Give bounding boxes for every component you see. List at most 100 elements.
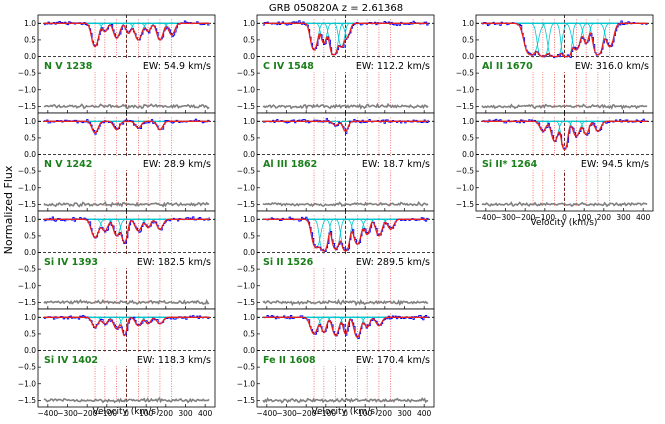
y-tick-label: 0.5 [462,134,474,143]
ion-label: N V 1242 [44,159,92,170]
y-tick-label: 0.5 [243,36,255,45]
y-tick-label: −1.0 [237,281,255,290]
error-spectrum [262,298,429,307]
y-tick-label: 1.0 [243,19,255,28]
ion-label: Si II* 1264 [482,159,538,170]
x-tick-label: −400 [257,409,278,418]
y-tick-label: −1.0 [237,183,255,192]
y-tick-label: 1.0 [243,215,255,224]
panel-al-ii-1670: 1.0 0.5 0.0 −0.5 −1.0 −1.5 Al II 1670 EW: 316.0… [456,14,654,114]
y-tick-label: 0.5 [243,330,255,339]
error-spectrum [43,298,210,305]
error-spectrum [481,103,648,111]
fit-model [481,22,648,58]
ew-label: EW: 170.4 km/s [356,355,430,366]
x-tick-label: 0 [562,213,567,222]
panel-si-ii-1264: 1.0 0.5 0.0 −0.5 −1.0 −1.5−400 −300 −200 −100 0 10… [456,112,654,222]
x-tick-label: −400 [38,409,59,418]
y-tick-label: −1.0 [237,85,255,94]
y-tick-label: −1.5 [18,298,36,307]
panel-si-ii-1526: 1.0 0.5 0.0 −0.5 −1.0 −1.5 Si II 1526 EW: 289.5… [237,210,435,310]
y-tick-label: 0.5 [462,36,474,45]
y-tick-label: 1.0 [24,117,36,126]
error-spectrum [43,103,210,110]
y-tick-label: −0.5 [237,265,255,274]
y-axis-label: Normalized Flux [2,165,15,254]
x-tick-label: −100 [316,409,337,418]
x-tick-label: 100 [577,213,592,222]
ew-label: EW: 112.2 km/s [356,61,430,72]
ew-label: EW: 182.5 km/s [137,257,211,268]
x-tick-label: −200 [296,409,317,418]
y-tick-label: 0.5 [243,134,255,143]
y-tick-label: 0.0 [24,346,36,355]
y-tick-label: 1.0 [462,117,474,126]
fit-model [43,120,210,134]
x-tick-label: −200 [77,409,98,418]
y-tick-label: 0.5 [243,232,255,241]
y-tick-label: −0.5 [456,167,474,176]
x-tick-label: 200 [159,409,174,418]
y-tick-label: −0.5 [18,265,36,274]
y-tick-label: 0.0 [24,52,36,61]
y-tick-label: 0.5 [24,36,36,45]
x-tick-label: 0 [124,409,129,418]
ion-label: Al II 1670 [482,61,533,72]
y-tick-label: −0.5 [18,69,36,78]
y-tick-label: 0.0 [243,150,255,159]
label-background [261,255,430,269]
panel-fe-ii-1608: 1.0 0.5 0.0 −0.5 −1.0 −1.5−400 −300 −200 −100 0 10… [237,308,435,418]
error-spectrum [43,396,210,404]
y-tick-label: 1.0 [24,215,36,224]
ion-label: C IV 1548 [263,61,314,72]
label-background [42,59,211,73]
ion-label: Si IV 1402 [44,355,98,366]
fit-model [43,218,210,244]
fit-model [481,120,648,151]
label-background [42,353,211,367]
panel-n-v-1242: 1.0 0.5 0.0 −0.5 −1.0 −1.5 N V 1242 EW: 28.9 km… [18,112,216,212]
ion-label: Fe II 1608 [263,355,316,366]
fit-model [43,22,210,48]
y-tick-label: −0.5 [456,69,474,78]
x-axis-label-col2: Velocity (km/s) [312,407,379,417]
y-tick-label: −1.5 [456,102,474,111]
ion-label: Al III 1862 [263,159,317,170]
y-tick-label: 0.5 [24,134,36,143]
ew-label: EW: 118.3 km/s [137,355,211,366]
x-tick-label: 200 [597,213,612,222]
y-tick-label: −1.5 [18,396,36,405]
y-tick-label: −1.5 [18,102,36,111]
panel-si-iv-1402: 1.0 0.5 0.0 −0.5 −1.0 −1.5−400 −300 −200 −100 0 10… [18,308,216,418]
fit-model [43,316,210,337]
y-tick-label: 0.0 [462,150,474,159]
x-tick-label: 400 [198,409,213,418]
ew-label: EW: 18.7 km/s [362,159,430,170]
y-tick-label: −0.5 [237,167,255,176]
y-tick-label: 1.0 [243,313,255,322]
error-spectrum [43,201,210,208]
y-tick-label: 1.0 [24,19,36,28]
y-tick-label: 0.0 [243,52,255,61]
panel-al-iii-1862: 1.0 0.5 0.0 −0.5 −1.0 −1.5 Al III 1862 EW: 18.7… [237,112,435,212]
panel-n-v-1238: 1.0 0.5 0.0 −0.5 −1.0 −1.5 N V 1238 EW: 54.9 km… [18,14,216,114]
x-tick-label: 200 [378,409,393,418]
x-tick-label: 300 [397,409,412,418]
y-tick-label: −0.5 [237,69,255,78]
fit-model [262,218,429,252]
label-background [261,59,430,73]
y-tick-label: −1.0 [456,183,474,192]
y-tick-label: 0.0 [462,52,474,61]
x-tick-label: 400 [636,213,651,222]
y-tick-label: −0.5 [18,167,36,176]
y-tick-label: −1.0 [456,85,474,94]
ion-label: N V 1238 [44,61,93,72]
y-tick-label: 0.0 [243,248,255,257]
label-background [42,255,211,269]
label-background [480,59,649,73]
y-tick-label: −0.5 [18,363,36,372]
panel-si-iv-1393: 1.0 0.5 0.0 −0.5 −1.0 −1.5 Si IV 1393 EW: 182.5… [18,210,216,310]
x-axis-label-col3: Velocity (km/s) [531,218,598,228]
figure-title: GRB 050820A z = 2.61368 [269,3,403,14]
x-tick-label: −100 [97,409,118,418]
